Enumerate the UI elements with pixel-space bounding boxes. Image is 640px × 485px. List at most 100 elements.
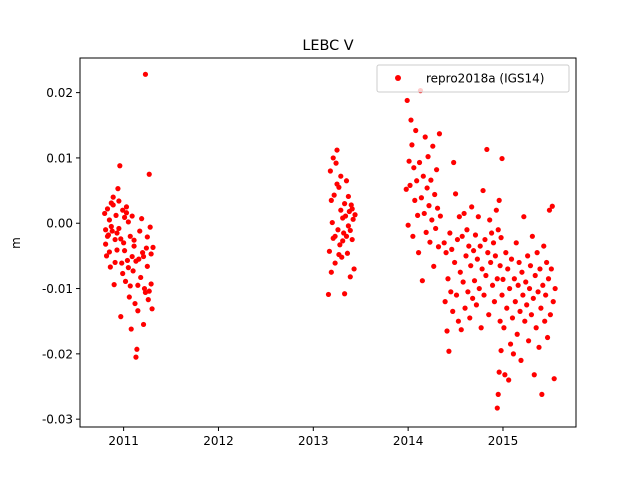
data-point	[433, 225, 439, 232]
data-point	[124, 257, 131, 264]
data-point	[418, 195, 425, 201]
data-point	[496, 369, 502, 375]
data-point	[347, 227, 353, 234]
data-point	[139, 216, 145, 222]
data-point	[449, 246, 455, 252]
data-point	[518, 357, 524, 363]
data-point	[495, 227, 501, 233]
data-point	[462, 305, 468, 311]
data-point	[118, 314, 124, 320]
data-point	[123, 210, 130, 216]
data-point	[349, 236, 355, 243]
data-point	[141, 285, 148, 292]
data-point	[475, 214, 481, 220]
data-point	[478, 325, 484, 331]
data-point	[455, 318, 461, 324]
data-point	[540, 282, 546, 288]
data-point	[504, 305, 510, 311]
data-point	[332, 233, 338, 239]
data-point	[116, 225, 122, 232]
data-point	[469, 204, 475, 210]
data-point	[492, 253, 498, 259]
data-point	[443, 250, 449, 256]
data-point	[531, 372, 537, 378]
data-point	[343, 233, 350, 239]
y-tick-label: -0.03	[42, 413, 73, 427]
data-point	[546, 207, 553, 213]
legend-label: repro2018a (IGS14)	[426, 72, 544, 86]
y-axis-label: m	[9, 237, 23, 249]
data-point	[549, 203, 555, 209]
y-tick-label: 0.01	[46, 151, 73, 165]
data-point	[456, 214, 462, 220]
data-point	[454, 236, 461, 243]
legend-box	[376, 64, 570, 93]
data-point	[103, 253, 110, 259]
data-point	[133, 258, 139, 264]
data-point	[429, 217, 435, 223]
axes-frame	[79, 57, 577, 428]
data-point	[474, 256, 480, 262]
data-point	[404, 97, 410, 104]
data-point	[515, 282, 521, 288]
data-point	[113, 212, 119, 218]
data-point	[447, 230, 453, 236]
data-point	[143, 245, 149, 251]
data-point	[122, 278, 129, 284]
data-point	[147, 224, 153, 230]
data-point	[109, 228, 115, 234]
data-point	[414, 178, 420, 184]
data-point	[544, 259, 550, 266]
data-point	[120, 207, 126, 213]
data-point	[329, 219, 335, 226]
data-point	[410, 233, 416, 239]
data-point	[468, 263, 474, 269]
data-point	[333, 160, 339, 166]
data-point	[470, 248, 477, 254]
data-point	[343, 178, 350, 184]
data-point	[123, 204, 130, 210]
data-point	[342, 201, 348, 207]
data-point	[345, 223, 351, 229]
data-point	[488, 259, 494, 266]
data-point	[472, 232, 479, 238]
data-point	[351, 266, 357, 272]
data-point	[342, 291, 348, 297]
data-point	[431, 263, 437, 269]
data-point	[132, 300, 138, 307]
data-point	[104, 206, 111, 212]
data-point	[499, 292, 505, 298]
data-point	[150, 244, 156, 250]
data-point	[508, 256, 515, 262]
data-point	[506, 377, 512, 383]
data-point	[425, 154, 431, 160]
data-point	[112, 236, 118, 243]
data-point	[520, 292, 526, 298]
data-point	[511, 276, 517, 282]
data-point	[435, 244, 442, 250]
data-point	[483, 272, 489, 279]
data-point	[328, 197, 334, 203]
y-tick-label: 0.02	[46, 86, 73, 100]
chart-title: LEBC V	[302, 38, 353, 54]
data-point	[496, 197, 502, 203]
data-point	[416, 159, 423, 166]
data-point	[336, 251, 342, 258]
data-point	[104, 233, 111, 239]
data-point	[432, 191, 438, 198]
data-point	[509, 315, 516, 321]
y-tick-label: -0.01	[42, 282, 73, 296]
data-point	[120, 270, 126, 277]
data-point	[110, 194, 116, 200]
data-point	[130, 268, 136, 274]
y-tick-label: -0.02	[42, 347, 73, 361]
data-point	[488, 230, 495, 236]
data-point	[510, 351, 517, 357]
data-point	[118, 236, 124, 242]
data-point	[494, 276, 500, 282]
data-point	[450, 308, 456, 314]
data-point	[121, 214, 128, 220]
data-point	[340, 238, 346, 244]
data-point	[125, 219, 131, 225]
